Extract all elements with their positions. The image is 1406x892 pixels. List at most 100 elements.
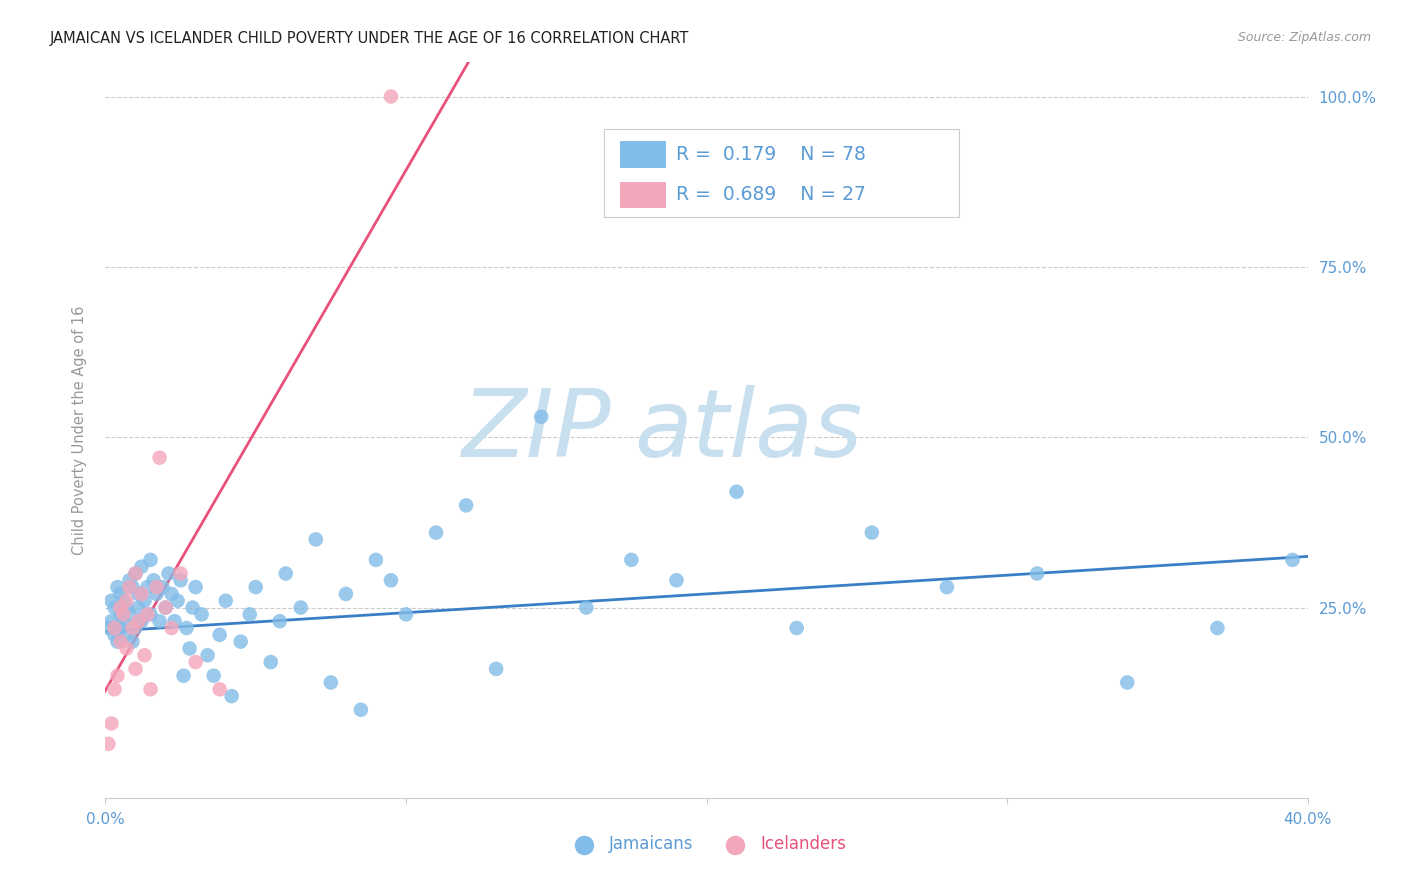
Point bbox=[1206, 621, 1229, 635]
Point bbox=[103, 621, 125, 635]
Point bbox=[260, 655, 283, 669]
FancyBboxPatch shape bbox=[605, 128, 959, 217]
Point bbox=[160, 587, 183, 601]
Point bbox=[860, 525, 883, 540]
Point bbox=[121, 621, 143, 635]
Point bbox=[202, 669, 225, 683]
Point bbox=[1281, 553, 1303, 567]
Point bbox=[139, 682, 162, 697]
Point bbox=[115, 628, 138, 642]
Point bbox=[103, 682, 125, 697]
Point bbox=[157, 566, 180, 581]
Text: Source: ZipAtlas.com: Source: ZipAtlas.com bbox=[1237, 31, 1371, 45]
Point bbox=[155, 600, 177, 615]
Point bbox=[110, 634, 132, 648]
Point bbox=[112, 614, 135, 628]
Point bbox=[128, 587, 150, 601]
Point bbox=[115, 600, 138, 615]
Point bbox=[124, 566, 146, 581]
Point bbox=[575, 600, 598, 615]
Point bbox=[221, 689, 243, 703]
Point bbox=[665, 574, 688, 588]
Point bbox=[208, 682, 231, 697]
Point bbox=[128, 614, 150, 628]
Point bbox=[274, 566, 297, 581]
Point bbox=[197, 648, 219, 663]
Point bbox=[169, 574, 191, 588]
Point bbox=[163, 614, 186, 628]
Point bbox=[131, 614, 153, 628]
Point bbox=[110, 621, 132, 635]
Point bbox=[184, 580, 207, 594]
Point bbox=[103, 600, 125, 615]
Point bbox=[107, 580, 129, 594]
Point bbox=[115, 641, 138, 656]
Point bbox=[155, 600, 177, 615]
Legend: Jamaicans, Icelanders: Jamaicans, Icelanders bbox=[561, 829, 852, 860]
Point bbox=[103, 628, 125, 642]
Point bbox=[136, 580, 159, 594]
Point bbox=[148, 450, 170, 465]
Point bbox=[118, 574, 141, 588]
Point bbox=[936, 580, 959, 594]
Point bbox=[97, 621, 120, 635]
Point bbox=[166, 593, 188, 607]
Point bbox=[131, 587, 153, 601]
Point bbox=[100, 614, 122, 628]
Point bbox=[725, 484, 748, 499]
Point bbox=[269, 614, 291, 628]
Point bbox=[208, 628, 231, 642]
Point bbox=[110, 600, 132, 615]
Point bbox=[139, 553, 162, 567]
Point bbox=[107, 669, 129, 683]
Point bbox=[112, 593, 135, 607]
Point bbox=[1116, 675, 1139, 690]
Point bbox=[190, 607, 212, 622]
Point bbox=[139, 607, 162, 622]
Point bbox=[485, 662, 508, 676]
Point bbox=[160, 621, 183, 635]
Point bbox=[350, 703, 373, 717]
Point bbox=[530, 409, 553, 424]
Point bbox=[118, 607, 141, 622]
Text: JAMAICAN VS ICELANDER CHILD POVERTY UNDER THE AGE OF 16 CORRELATION CHART: JAMAICAN VS ICELANDER CHILD POVERTY UNDE… bbox=[49, 31, 689, 46]
Point bbox=[425, 525, 447, 540]
Point bbox=[305, 533, 328, 547]
Point bbox=[380, 574, 402, 588]
Point bbox=[181, 600, 204, 615]
Point bbox=[145, 587, 167, 601]
Point bbox=[97, 737, 120, 751]
Bar bbox=[620, 141, 665, 168]
Text: ZIP: ZIP bbox=[461, 384, 610, 476]
Point bbox=[176, 621, 198, 635]
Point bbox=[100, 593, 122, 607]
Point bbox=[319, 675, 342, 690]
Point bbox=[124, 621, 146, 635]
Point bbox=[148, 614, 170, 628]
Point bbox=[131, 559, 153, 574]
Point bbox=[1026, 566, 1049, 581]
Point bbox=[620, 553, 643, 567]
Text: atlas: atlas bbox=[634, 384, 863, 476]
Point bbox=[118, 580, 141, 594]
Point bbox=[142, 574, 165, 588]
Y-axis label: Child Poverty Under the Age of 16: Child Poverty Under the Age of 16 bbox=[72, 306, 87, 555]
Point bbox=[134, 593, 156, 607]
Point bbox=[110, 587, 132, 601]
Point bbox=[184, 655, 207, 669]
Point bbox=[364, 553, 387, 567]
Point bbox=[173, 669, 195, 683]
Point bbox=[786, 621, 808, 635]
Point bbox=[124, 662, 146, 676]
Point bbox=[115, 593, 138, 607]
Point bbox=[145, 580, 167, 594]
Point bbox=[128, 600, 150, 615]
Point bbox=[107, 634, 129, 648]
Point bbox=[110, 607, 132, 622]
Point bbox=[179, 641, 201, 656]
Point bbox=[136, 607, 159, 622]
Point bbox=[239, 607, 262, 622]
Point bbox=[290, 600, 312, 615]
Point bbox=[152, 580, 174, 594]
Point bbox=[245, 580, 267, 594]
